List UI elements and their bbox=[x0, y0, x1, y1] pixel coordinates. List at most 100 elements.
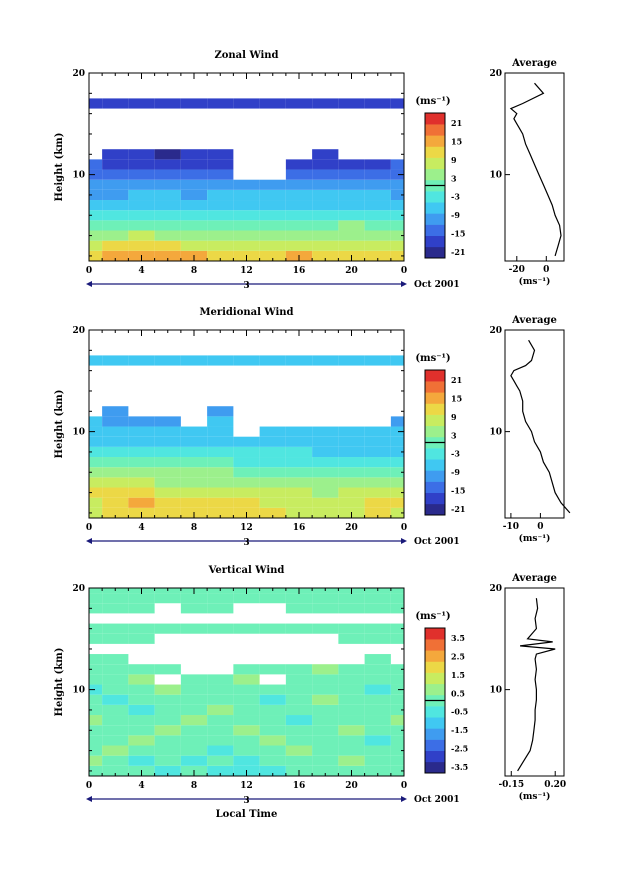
heatmap-cell bbox=[207, 446, 234, 458]
heatmap-cell bbox=[89, 588, 103, 594]
heatmap-cell bbox=[89, 765, 103, 776]
heatmap-cell bbox=[259, 436, 286, 447]
heatmap-cell bbox=[338, 436, 365, 447]
x-tick-label: 8 bbox=[191, 523, 197, 533]
heatmap-cell bbox=[180, 149, 208, 160]
heatmap-cell bbox=[364, 98, 391, 109]
average-x-label: (ms⁻¹) bbox=[519, 276, 551, 287]
heatmap-cell bbox=[102, 664, 129, 675]
heatmap-cell bbox=[102, 745, 129, 756]
heatmap-cell bbox=[338, 715, 365, 726]
heatmap-cell bbox=[259, 98, 286, 109]
heatmap-cell bbox=[128, 169, 155, 180]
heatmap-cell bbox=[102, 725, 129, 736]
colorbar-unit: (ms⁻¹) bbox=[415, 96, 450, 107]
panel-3: 0 4 8 12 16 20 0 20 10 Vertical Wind Height (km) 3 O… bbox=[54, 565, 566, 820]
heatmap-cell bbox=[154, 210, 181, 221]
heatmap-cell bbox=[128, 467, 155, 478]
day-axis-arrow-left bbox=[86, 796, 92, 802]
heatmap-cell bbox=[128, 200, 155, 211]
heatmap-cell bbox=[285, 200, 313, 211]
heatmap-cell bbox=[390, 694, 404, 705]
heatmap-cell bbox=[390, 603, 404, 614]
colorbar-band bbox=[425, 157, 445, 170]
date-label: Oct 2001 bbox=[414, 795, 460, 805]
heatmap-cell bbox=[364, 715, 391, 726]
heatmap-cell bbox=[390, 477, 404, 488]
heatmap-cell bbox=[364, 603, 391, 614]
heatmap-cell bbox=[259, 694, 286, 705]
heatmap-cell bbox=[180, 210, 208, 221]
heatmap-cell bbox=[89, 664, 103, 675]
heatmap-cell bbox=[154, 149, 181, 160]
heatmap-cell bbox=[128, 497, 155, 508]
heatmap-cell bbox=[390, 507, 404, 518]
heatmap-cell bbox=[364, 457, 391, 468]
heatmap-cell bbox=[338, 735, 365, 746]
panel-title: Zonal Wind bbox=[214, 50, 278, 61]
heatmap-cell bbox=[259, 745, 286, 756]
colorbar-band bbox=[425, 661, 445, 673]
heatmap-cell bbox=[207, 715, 234, 726]
heatmap-cell bbox=[233, 497, 260, 508]
heatmap-cell bbox=[364, 179, 391, 190]
heatmap-cell bbox=[312, 684, 339, 695]
colorbar-label: -9 bbox=[451, 467, 460, 477]
y-axis-label: Height (km) bbox=[54, 133, 65, 202]
colorbar-band bbox=[425, 706, 445, 718]
average-y-tick-label: 20 bbox=[489, 69, 502, 79]
heatmap-cell bbox=[390, 220, 404, 231]
heatmap-cell bbox=[128, 684, 155, 695]
heatmap-cell bbox=[89, 200, 103, 211]
heatmap-cell bbox=[102, 603, 129, 614]
heatmap-cell bbox=[154, 487, 181, 498]
heatmap-cell bbox=[312, 436, 339, 447]
heatmap-cell bbox=[180, 436, 208, 447]
average-x-tick-label: 0 bbox=[543, 265, 549, 275]
colorbar-band bbox=[425, 448, 445, 460]
x-tick-label: 12 bbox=[240, 781, 253, 791]
heatmap-cell bbox=[102, 497, 129, 508]
x-tick-label: 4 bbox=[138, 523, 144, 533]
heatmap-cell bbox=[128, 416, 155, 427]
heatmap-cell bbox=[180, 355, 208, 366]
heatmap-cell bbox=[390, 355, 404, 366]
heatmap-cell bbox=[338, 98, 365, 109]
heatmap-cell bbox=[180, 603, 208, 614]
heatmap-cell bbox=[102, 426, 129, 437]
heatmap-cell bbox=[89, 457, 103, 468]
heatmap-cell bbox=[154, 240, 181, 251]
heatmap-cell bbox=[154, 623, 181, 634]
heatmap-cell bbox=[259, 755, 286, 766]
heatmap-cell bbox=[233, 179, 260, 190]
heatmap-cell bbox=[285, 725, 313, 736]
heatmap-cell bbox=[285, 436, 313, 447]
heatmap-cell bbox=[364, 426, 391, 437]
heatmap-cell bbox=[259, 715, 286, 726]
heatmap-cell bbox=[312, 715, 339, 726]
heatmap-cell bbox=[102, 735, 129, 746]
average-y-tick-label: 10 bbox=[489, 428, 502, 438]
heatmap-cell bbox=[89, 169, 103, 180]
heatmap-cell bbox=[259, 735, 286, 746]
heatmap-cell bbox=[259, 664, 286, 675]
heatmap-cell bbox=[154, 436, 181, 447]
heatmap-cell bbox=[89, 179, 103, 190]
heatmap-cell bbox=[154, 159, 181, 170]
heatmap-cell bbox=[180, 623, 208, 634]
heatmap-cell bbox=[207, 725, 234, 736]
y-tick-label: 10 bbox=[72, 171, 85, 181]
x-tick-label: 12 bbox=[240, 266, 253, 276]
heatmap-cell bbox=[259, 250, 286, 261]
heatmap-cell bbox=[233, 355, 260, 366]
colorbar-label: 3.5 bbox=[451, 633, 465, 643]
heatmap-cell bbox=[207, 406, 234, 417]
heatmap-cell bbox=[312, 210, 339, 221]
heatmap-cell bbox=[285, 715, 313, 726]
colorbar-label: 3 bbox=[451, 430, 457, 440]
heatmap-cell bbox=[364, 487, 391, 498]
heatmap-cell bbox=[364, 684, 391, 695]
heatmap-cell bbox=[89, 189, 103, 201]
average-profile-line bbox=[509, 82, 562, 257]
heatmap-cell bbox=[312, 477, 339, 488]
